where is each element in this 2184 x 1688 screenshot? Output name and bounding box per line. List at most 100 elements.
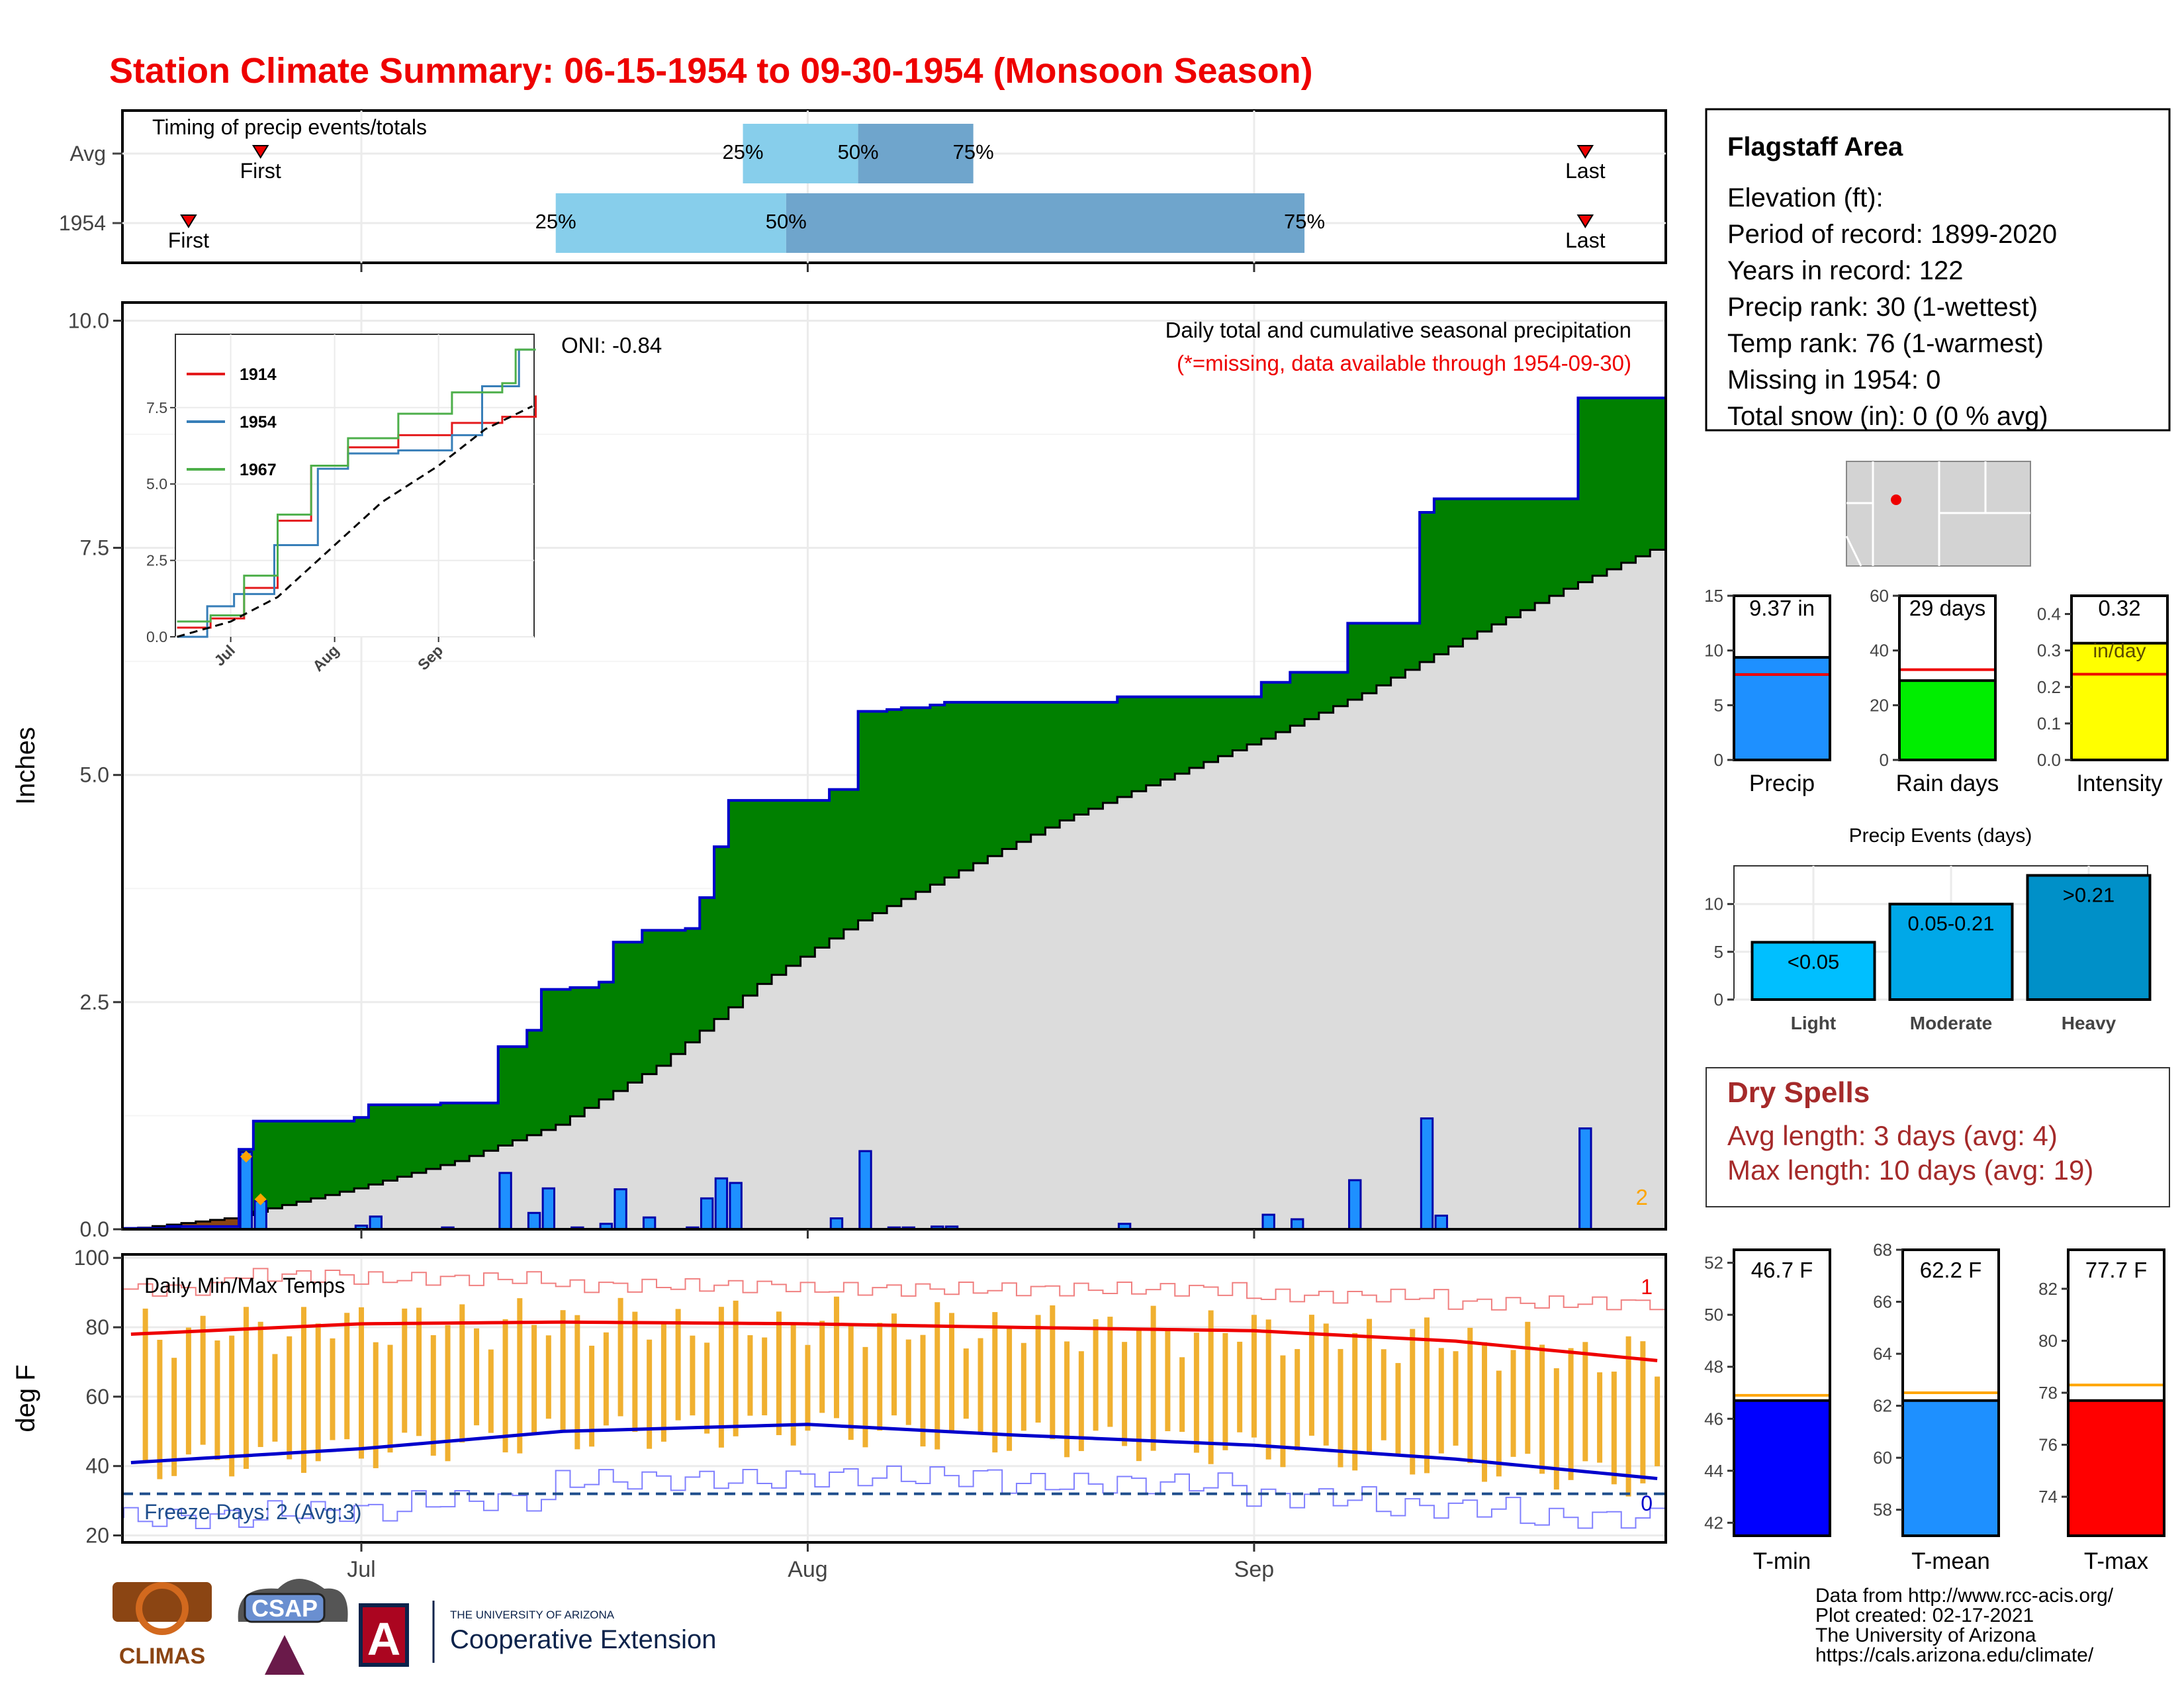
summary-tick-label: 0.0 [2037,750,2061,770]
precip-frame [121,301,1667,1231]
timing-row-label: Avg [69,142,106,165]
temp-panel-label: Daily Min/Max Temps [144,1274,345,1297]
tbar-tick-label: 42 [1704,1513,1723,1532]
daily-temp-range-bar [949,1313,955,1431]
daily-precip-bar [541,1187,556,1231]
daily-temp-range-bar [344,1313,350,1440]
daily-temp-range-bar [1265,1319,1271,1460]
daily-temp-range-bar [1539,1344,1545,1474]
daily-precip-bar [729,1182,743,1231]
dry-spells-box: Dry Spells Avg length: 3 days (avg: 4)Max… [1706,1067,2170,1207]
daily-temp-range-bar [704,1342,710,1434]
summary-tick-label: 0 [1880,750,1889,770]
summary-tick-label: 0 [1714,750,1723,770]
daily-temp-range-bar [1308,1315,1314,1436]
timing-panel: Timing of precip events/totals Avg 25% 50% 7… [59,109,1667,272]
event-category-label: Heavy [2062,1013,2116,1033]
summary-tick-label: 10 [1704,641,1723,661]
daily-precip-bar [1578,1127,1592,1231]
daily-temp-range-bar [1453,1351,1459,1446]
daily-temp-range-bar [819,1321,825,1413]
marker [254,1193,267,1205]
daily-temp-range-bar [488,1349,494,1433]
tbar-frame [1733,1248,1831,1537]
climas-logo-text: CLIMAS [119,1644,205,1669]
inset-average-line [177,405,533,638]
daily-temp-range-bar [1395,1363,1401,1454]
daily-temp-range-bar [214,1340,220,1460]
daily-temp-range-bar [257,1321,263,1447]
daily-temp-range-bar [603,1332,609,1426]
daily-temp-range-bar [718,1307,724,1448]
daily-temp-range-bar [1007,1328,1013,1451]
temp-frame [121,1253,1667,1544]
tbar-tick-label: 46 [1704,1409,1723,1429]
daily-temp-range-bar [517,1298,523,1454]
daily-precip-bar [1261,1213,1275,1231]
y-tick-label: 2.5 [80,990,109,1014]
daily-temp-range-bar [1482,1342,1488,1482]
daily-temp-range-bar [1193,1333,1199,1453]
daily-temp-range-bar [373,1342,379,1468]
daily-temp-range-bar [1150,1305,1156,1451]
inset-series-line [177,348,536,623]
q50-label: 50% [766,210,807,233]
daily-temp-range-bar [185,1327,191,1455]
events-tick-label: 0 [1714,990,1723,1009]
tbar-tick-label: 62 [1873,1396,1892,1416]
last-marker [1576,145,1594,159]
ua-big-text: Cooperative Extension [450,1625,716,1654]
event-range-label: <0.05 [1788,950,1839,973]
tbar-value [2067,1399,2165,1537]
y-tick-label: 5.0 [80,763,109,787]
daily-temp-range-bar [1510,1350,1516,1457]
station-info-line: Period of record: 1899-2020 [1727,220,2057,249]
daily-temp-range-bar [243,1307,249,1469]
x-tick-label: Jul [347,1557,375,1582]
daily-temp-range-bar [920,1335,926,1447]
daily-temp-range-bar [992,1312,998,1453]
temp-panel: 20 40 60 80 100 Jul Aug Sep deg F Daily Min/Max T… [11,1246,1667,1582]
inset-legend-label: 1967 [240,461,277,479]
daily-temp-range-bar [531,1325,537,1433]
daily-temp-range-bar [474,1328,480,1426]
inset-frame [175,334,535,637]
daily-temp-range-bar [1136,1330,1142,1462]
summary-unit-label: in/day [2093,640,2146,662]
summary-tick-label: 0.4 [2037,604,2061,624]
daily-precip-bar [858,1150,872,1231]
daily-temp-range-bar [1338,1348,1343,1468]
station-info-line: Missing in 1954: 0 [1727,365,1940,395]
tbar-tick-label: 74 [2038,1487,2058,1507]
daily-temp-range-bar [747,1335,753,1416]
inset-legend-label: 1954 [240,413,277,432]
y-tick-label: 7.5 [80,536,109,560]
daily-precip-bar [1348,1179,1362,1231]
event-range-label: >0.21 [2063,883,2115,906]
inset-y-tick: 2.5 [146,552,167,569]
tbar-tick-label: 50 [1704,1305,1723,1325]
daily-temp-range-bar [690,1335,696,1416]
daily-temp-range-bar [1064,1341,1070,1458]
event-category-label: Light [1791,1013,1836,1033]
footer-line: Data from http://www.rcc-acis.org/ [1815,1585,2114,1607]
daily-temp-range-bar [315,1323,321,1462]
footer-line: Plot created: 02-17-2021 [1815,1605,2034,1626]
daily-temp-range-bar [1496,1370,1502,1477]
daily-temp-range-bar [402,1308,408,1433]
locator-map [1845,461,2031,567]
daily-temp-range-bar [675,1309,681,1421]
daily-temp-range-bar [891,1313,897,1416]
summary-axis-label: Intensity [2076,771,2163,796]
tbar-value-label: 62.2 F [1920,1258,1982,1282]
daily-precip-bar [498,1172,512,1231]
summary-value-label: 0.32 [2098,596,2140,620]
state-borders [1846,461,2030,566]
daily-temp-range-bar [660,1323,666,1442]
daily-temp-range-bar [833,1296,839,1419]
tbar-axis-label: T-min [1753,1548,1811,1574]
daily-temp-range-bar [877,1323,883,1431]
dry-frame [1706,1067,2170,1207]
station-info-line: Temp rank: 76 (1-warmest) [1727,329,2044,358]
record-min-line [123,1465,1664,1529]
